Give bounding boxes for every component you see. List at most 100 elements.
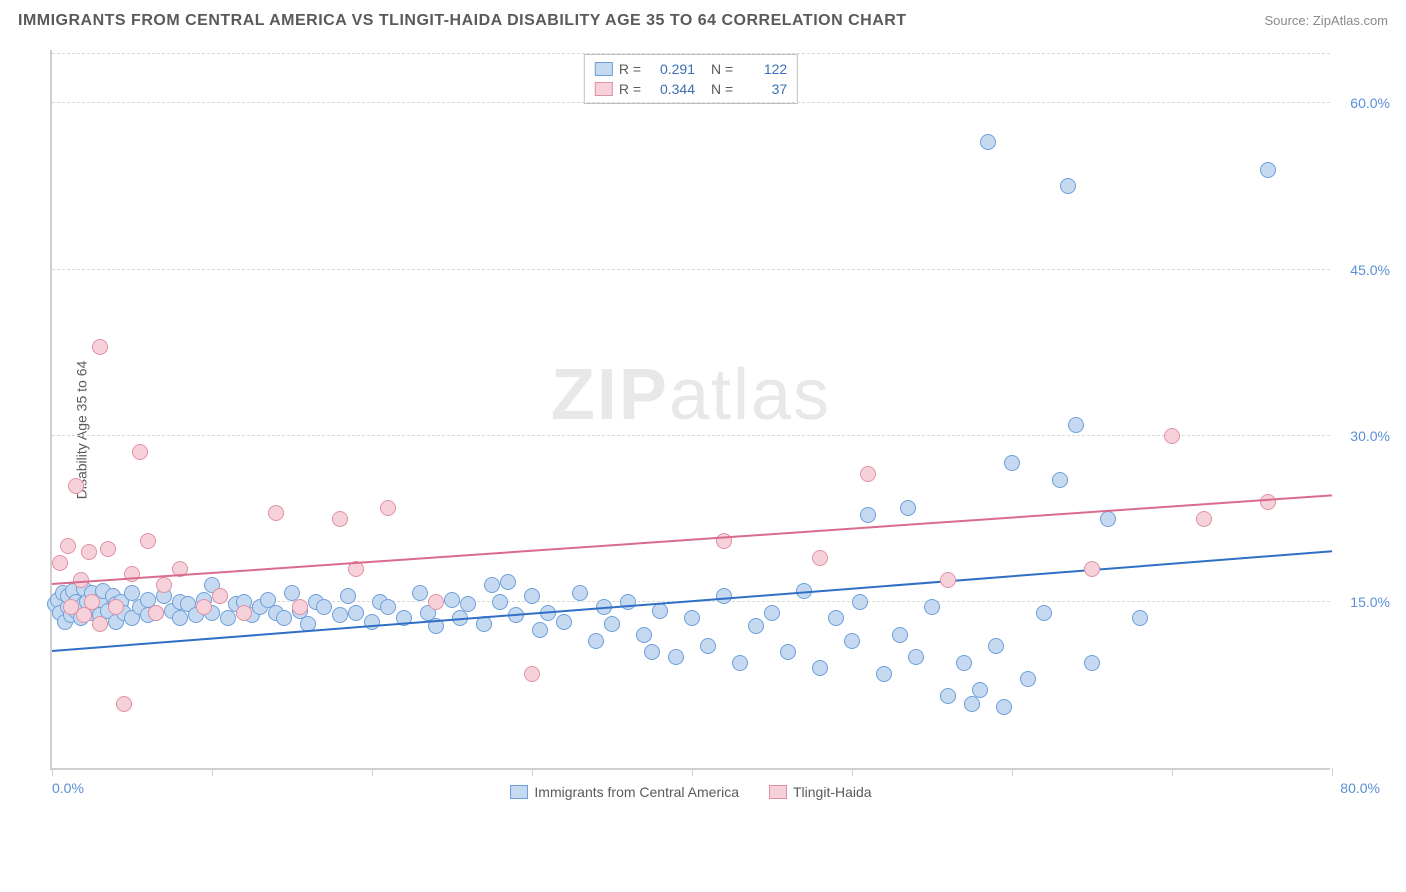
r-label: R = [619,81,641,97]
data-point [108,599,124,615]
data-point [1260,162,1276,178]
data-point [1052,472,1068,488]
legend-stat-row: R =0.344N =37 [595,79,787,99]
n-value: 37 [739,81,787,97]
data-point [292,599,308,615]
data-point [140,533,156,549]
n-label: N = [711,61,733,77]
legend-series-item: Tlingit-Haida [769,784,872,800]
r-label: R = [619,61,641,77]
x-tick [52,768,53,776]
data-point [524,666,540,682]
data-point [1084,561,1100,577]
data-point [116,696,132,712]
x-tick [372,768,373,776]
data-point [556,614,572,630]
gridline [52,435,1330,436]
data-point [84,594,100,610]
chart-area: Disability Age 35 to 64 ZIPatlas R =0.29… [50,50,1380,810]
data-point [900,500,916,516]
data-point [484,577,500,593]
data-point [1004,455,1020,471]
x-tick [1012,768,1013,776]
y-tick-label: 30.0% [1335,428,1390,444]
data-point [860,507,876,523]
gridline [52,269,1330,270]
gridline [52,102,1330,103]
data-point [156,577,172,593]
y-tick-label: 60.0% [1335,95,1390,111]
data-point [68,478,84,494]
data-point [1060,178,1076,194]
data-point [1068,417,1084,433]
data-point [524,588,540,604]
data-point [500,574,516,590]
data-point [1260,494,1276,510]
legend-stat-row: R =0.291N =122 [595,59,787,79]
data-point [780,644,796,660]
data-point [212,588,228,604]
data-point [1100,511,1116,527]
watermark-bold: ZIP [551,355,669,435]
legend-swatch [510,785,528,799]
x-axis-max-label: 80.0% [1340,780,1380,796]
data-point [812,660,828,676]
scatter-plot: ZIPatlas R =0.291N =122R =0.344N =37 0.0… [50,50,1330,770]
data-point [92,616,108,632]
r-value: 0.291 [647,61,695,77]
data-point [940,688,956,704]
data-point [348,605,364,621]
legend-stats: R =0.291N =122R =0.344N =37 [584,54,798,104]
data-point [444,592,460,608]
n-label: N = [711,81,733,97]
data-point [892,627,908,643]
data-point [980,134,996,150]
data-point [132,444,148,460]
data-point [996,699,1012,715]
data-point [956,655,972,671]
x-tick [212,768,213,776]
data-point [81,544,97,560]
data-point [100,541,116,557]
data-point [684,610,700,626]
chart-header: IMMIGRANTS FROM CENTRAL AMERICA VS TLING… [18,12,1388,30]
data-point [908,649,924,665]
data-point [380,599,396,615]
x-tick [852,768,853,776]
data-point [532,622,548,638]
data-point [1084,655,1100,671]
data-point [92,339,108,355]
data-point [52,555,68,571]
regression-line [52,495,1332,586]
x-tick [532,768,533,776]
data-point [700,638,716,654]
watermark: ZIPatlas [551,354,831,436]
data-point [1164,428,1180,444]
data-point [588,633,604,649]
data-point [764,605,780,621]
data-point [316,599,332,615]
legend-series-label: Immigrants from Central America [534,784,739,800]
data-point [604,616,620,632]
y-tick-label: 15.0% [1335,594,1390,610]
watermark-thin: atlas [669,355,831,435]
data-point [644,644,660,660]
data-point [196,599,212,615]
data-point [876,666,892,682]
data-point [492,594,508,610]
data-point [412,585,428,601]
data-point [220,610,236,626]
data-point [268,505,284,521]
data-point [1036,605,1052,621]
data-point [572,585,588,601]
data-point [380,500,396,516]
data-point [732,655,748,671]
data-point [972,682,988,698]
legend-series-label: Tlingit-Haida [793,784,872,800]
legend-series-item: Immigrants from Central America [510,784,739,800]
data-point [148,605,164,621]
data-point [276,610,292,626]
data-point [748,618,764,634]
data-point [236,605,252,621]
legend-swatch [769,785,787,799]
